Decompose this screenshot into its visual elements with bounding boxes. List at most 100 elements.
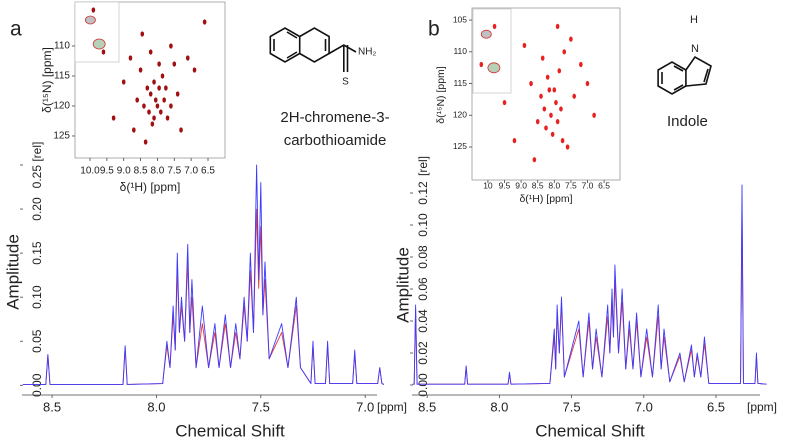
peak xyxy=(128,55,133,61)
x-tick-label: 10.0 xyxy=(80,166,100,177)
y-tick-label: 0.12 xyxy=(416,181,430,205)
peak xyxy=(101,49,106,55)
y-tick-label: 0.00 xyxy=(30,373,44,397)
peak xyxy=(159,109,163,115)
peak xyxy=(492,23,497,30)
x-tick-label: 6.5 xyxy=(201,166,215,177)
peak xyxy=(169,103,173,109)
peak xyxy=(143,139,148,145)
y-tick-label: 125 xyxy=(453,141,467,151)
peak xyxy=(549,112,553,118)
x-tick-label: 8.5 xyxy=(418,399,436,414)
peak xyxy=(532,157,537,163)
compound-name: 2H-chromene-3- xyxy=(280,109,389,126)
x-tick-label: 7.0 xyxy=(356,399,374,414)
x-tick-label: 7.0 xyxy=(635,399,653,414)
y-tick-label: 0.25 [rel] xyxy=(30,142,44,189)
x-tick-label: 9.5 xyxy=(100,166,114,177)
compound-name: Indole xyxy=(667,113,708,130)
y-tick-label: 120 xyxy=(53,101,70,112)
x-tick-label: 8.0 xyxy=(150,166,164,177)
peak xyxy=(162,97,166,103)
peak xyxy=(179,127,183,133)
sub-inset-blob xyxy=(92,38,106,50)
x-tick-label: 8.5 xyxy=(43,399,61,414)
x-tick-label: 8.5 xyxy=(134,166,148,177)
peak xyxy=(152,79,156,85)
peak xyxy=(540,55,545,61)
peak xyxy=(121,79,126,85)
x-tick-label: 9.5 xyxy=(499,180,511,190)
peak xyxy=(140,31,145,37)
y-tick-label: 0.05 xyxy=(30,329,44,353)
peak xyxy=(164,85,168,91)
peak xyxy=(555,23,560,30)
compound-name: carbothioamide xyxy=(284,132,387,149)
spectrum-line xyxy=(22,164,385,385)
peak xyxy=(554,99,558,106)
peak xyxy=(157,61,161,67)
peak xyxy=(544,125,548,131)
x-tick-label: 10 xyxy=(483,180,493,190)
peak xyxy=(479,61,484,68)
x-tick-label: 7.5 xyxy=(167,166,181,177)
peak xyxy=(157,85,161,91)
x-tick-label: 6.5 xyxy=(598,180,610,190)
peak xyxy=(152,115,156,121)
peak xyxy=(155,103,160,109)
x-tick-label: 7.0 xyxy=(582,180,594,190)
peak xyxy=(202,19,207,25)
x-tick-label: 7.5 xyxy=(252,399,270,414)
x-tick-label: 8.0 xyxy=(490,399,508,414)
peak xyxy=(552,87,557,93)
peak xyxy=(547,87,552,93)
y-tick-label: 0.08 xyxy=(416,245,430,269)
atom-label: NH₂ xyxy=(358,47,376,58)
peak xyxy=(585,80,590,87)
y-tick-label: 0.00 xyxy=(416,373,430,397)
sub-inset-frame xyxy=(74,1,120,63)
y-axis-title: Amplitude xyxy=(393,247,412,323)
peak xyxy=(138,67,143,73)
sub-inset-blob xyxy=(480,29,492,39)
atom-label: H xyxy=(690,14,698,26)
peak xyxy=(592,112,596,118)
x-tick-label: 8.0 xyxy=(548,180,560,190)
peak xyxy=(148,49,153,55)
peak xyxy=(512,138,517,144)
y-tick-label: 0.02 xyxy=(416,341,430,365)
peak xyxy=(559,106,563,112)
panel-label: a xyxy=(10,18,22,41)
peak xyxy=(522,42,527,49)
peak xyxy=(135,97,140,103)
x-unit: [ppm] xyxy=(747,400,777,414)
x-tick-label: 7.5 xyxy=(565,180,577,190)
peak xyxy=(132,127,136,133)
peak xyxy=(565,144,570,150)
x-axis-title: Chemical Shift xyxy=(175,421,285,440)
y-tick-label: 105 xyxy=(453,14,467,24)
peak xyxy=(169,43,173,49)
atom-label: S xyxy=(342,77,349,88)
panel-label: b xyxy=(428,18,440,41)
y-tick-label: 120 xyxy=(453,110,467,120)
x-tick-label: 7.0 xyxy=(184,166,198,177)
peak xyxy=(175,91,180,97)
atom-label: N xyxy=(691,43,699,55)
peak xyxy=(542,106,547,112)
peak xyxy=(545,74,550,80)
spectrum-line xyxy=(412,208,767,385)
peak xyxy=(165,115,170,121)
y-tick-label: 0.06 xyxy=(416,277,430,301)
peak xyxy=(148,91,153,97)
peak xyxy=(550,131,555,137)
y-tick-label: 110 xyxy=(453,46,467,56)
peak xyxy=(560,138,565,144)
spectrum-line xyxy=(22,208,385,385)
peak xyxy=(91,7,96,13)
peak xyxy=(572,93,577,99)
x-axis-title: δ(¹H) [ppm] xyxy=(120,180,181,194)
y-tick-label: 0.15 xyxy=(30,241,44,265)
y-tick-label: 115 xyxy=(453,78,467,88)
